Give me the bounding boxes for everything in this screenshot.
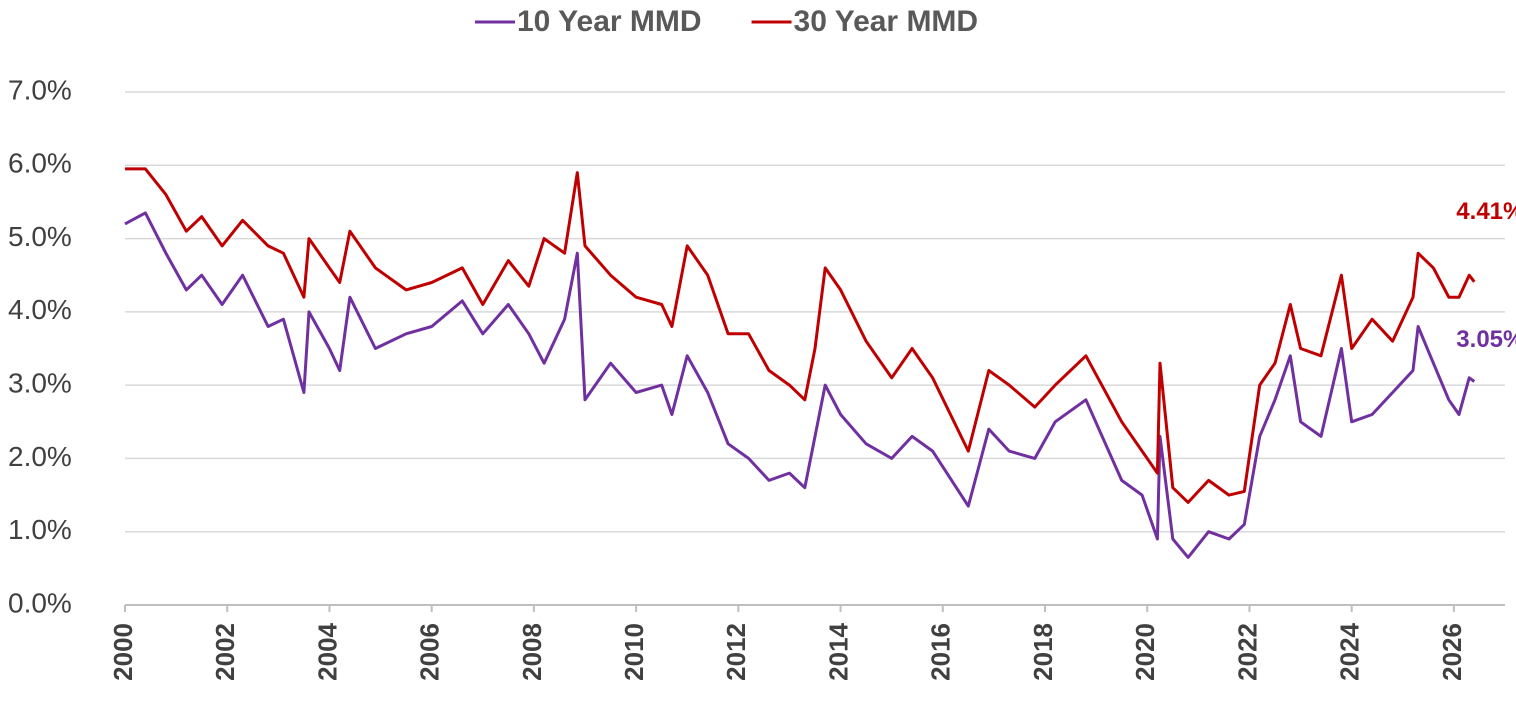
x-tick-label: 2008	[517, 623, 547, 681]
x-tick-label: 2014	[823, 622, 853, 680]
x-tick-label: 2004	[312, 622, 342, 680]
end-label: 4.41%	[1456, 198, 1516, 225]
x-tick-label: 2016	[926, 623, 956, 681]
y-tick-label: 0.0%	[8, 587, 72, 618]
x-tick-label: 2020	[1130, 623, 1160, 681]
x-tick-label: 2026	[1437, 623, 1467, 681]
y-tick-label: 4.0%	[8, 294, 72, 325]
x-tick-label: 2024	[1335, 622, 1365, 680]
y-tick-label: 5.0%	[8, 221, 72, 252]
series-line	[125, 167, 1476, 504]
y-tick-label: 2.0%	[8, 441, 72, 472]
x-tick-label: 2010	[619, 623, 649, 681]
x-tick-label: 2022	[1232, 623, 1262, 681]
legend-label: 30 Year MMD	[794, 5, 979, 38]
end-label: 3.05%	[1456, 326, 1516, 353]
y-tick-label: 6.0%	[8, 148, 72, 179]
legend-label: 10 Year MMD	[517, 5, 702, 38]
y-tick-label: 7.0%	[8, 74, 72, 105]
x-tick-label: 2006	[415, 623, 445, 681]
y-tick-label: 1.0%	[8, 514, 72, 545]
x-tick-label: 2002	[210, 623, 240, 681]
x-tick-label: 2018	[1028, 623, 1058, 681]
x-tick-label: 2012	[721, 623, 751, 681]
y-tick-label: 3.0%	[8, 368, 72, 399]
series-line	[124, 211, 1476, 559]
x-tick-label: 2000	[108, 623, 138, 681]
